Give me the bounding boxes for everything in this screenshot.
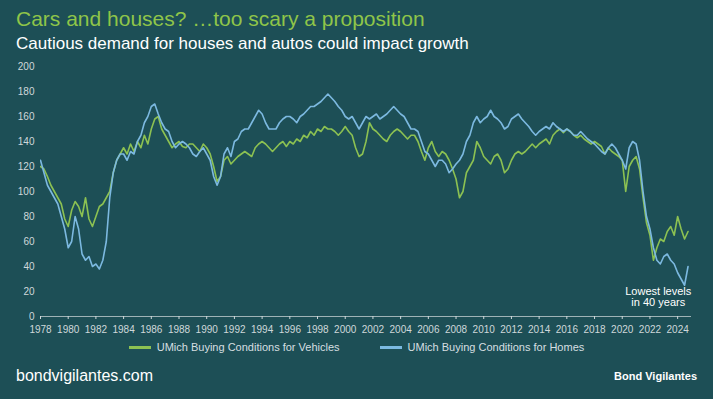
svg-text:2010: 2010 [473,324,496,335]
svg-text:1990: 1990 [196,324,219,335]
svg-text:2022: 2022 [639,324,662,335]
html-text:bondvigilantes.com: bondvigilantes.com [16,367,153,384]
svg-text:20: 20 [23,286,35,297]
svg-text:2006: 2006 [417,324,440,335]
svg-text:1984: 1984 [112,324,135,335]
svg-text:80: 80 [23,211,35,222]
svg-text:2018: 2018 [583,324,606,335]
svg-text:120: 120 [18,161,35,172]
svg-text:1982: 1982 [85,324,108,335]
html-text:Cars and houses? …too scary a: Cars and houses? …too scary a propositio… [16,7,425,30]
svg-text:40: 40 [23,261,35,272]
html-text:Cautious demand for houses and: Cautious demand for houses and autos cou… [16,34,469,53]
svg-text:1988: 1988 [168,324,191,335]
svg-text:1992: 1992 [223,324,246,335]
html-text:UMich Buying Conditions for Ho: UMich Buying Conditions for Homes [407,341,585,353]
svg-text:2002: 2002 [362,324,385,335]
svg-text:60: 60 [23,236,35,247]
svg-text:2020: 2020 [611,324,634,335]
html-text:Bond Vigilantes: Bond Vigilantes [614,370,697,382]
svg-text:2016: 2016 [556,324,579,335]
svg-text:2000: 2000 [334,324,357,335]
svg-text:1986: 1986 [140,324,163,335]
svg-text:0: 0 [29,311,35,322]
svg-text:140: 140 [18,136,35,147]
svg-text:160: 160 [18,111,35,122]
html-text:UMich Buying Conditions for Ve: UMich Buying Conditions for Vehicles [156,341,340,353]
svg-text:180: 180 [18,86,35,97]
svg-text:1998: 1998 [306,324,329,335]
svg-text:1980: 1980 [57,324,80,335]
svg-text:2008: 2008 [445,324,468,335]
svg-text:200: 200 [18,61,35,72]
svg-text:1996: 1996 [279,324,302,335]
svg-text:100: 100 [18,186,35,197]
svg-text:1994: 1994 [251,324,274,335]
svg-text:1978: 1978 [29,324,52,335]
svg-text:2024: 2024 [667,324,690,335]
svg-text:2004: 2004 [390,324,413,335]
svg-text:2014: 2014 [528,324,551,335]
svg-text:2012: 2012 [500,324,523,335]
svg-text:Lowest levelsin 40 years: Lowest levelsin 40 years [625,285,692,308]
